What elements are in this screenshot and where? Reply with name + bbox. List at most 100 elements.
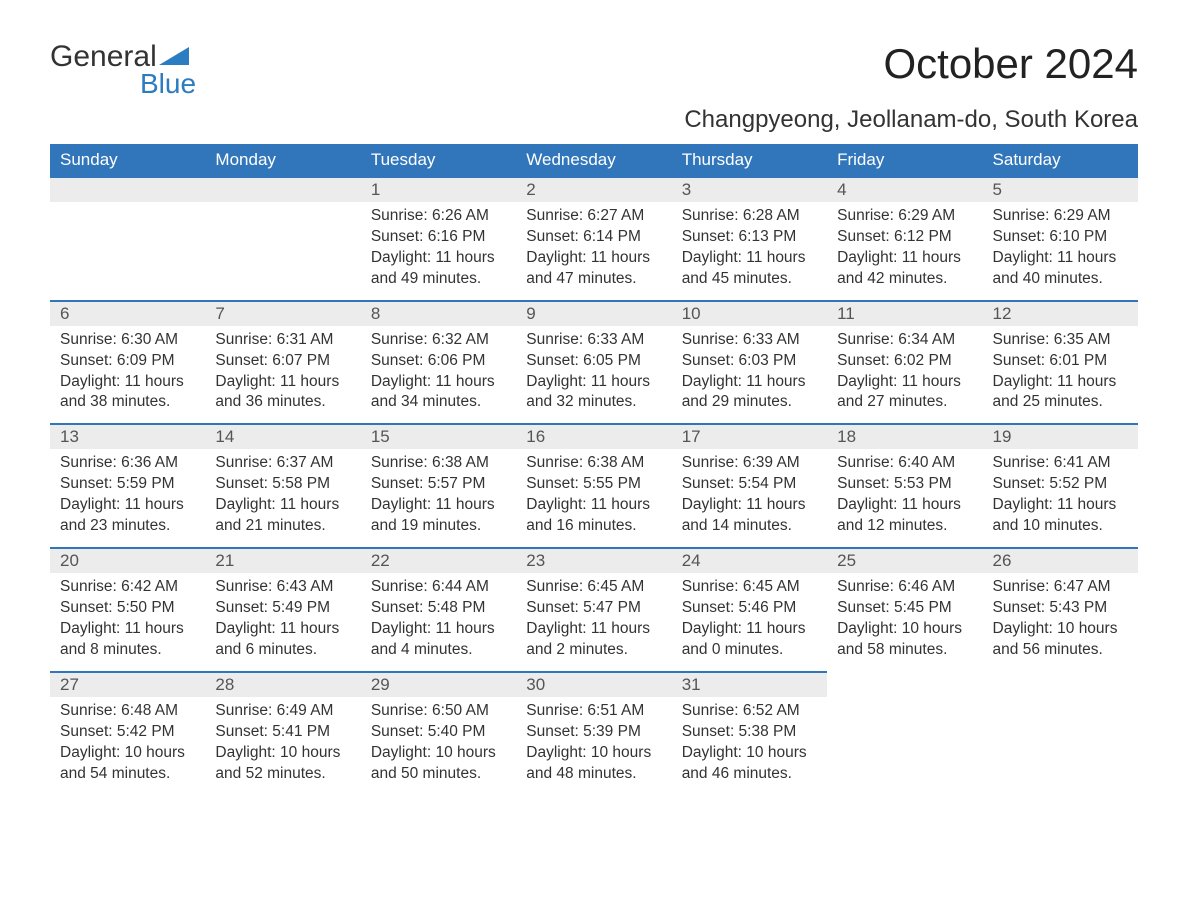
calendar-cell: 2Sunrise: 6:27 AMSunset: 6:14 PMDaylight… — [516, 176, 671, 300]
day-number: 1 — [361, 176, 516, 202]
day-number: 6 — [50, 300, 205, 326]
daylight-line: Daylight: 11 hours and 36 minutes. — [215, 372, 350, 414]
calendar-cell — [983, 671, 1138, 795]
sunset-line: Sunset: 5:55 PM — [526, 474, 661, 495]
daylight-line: Daylight: 11 hours and 32 minutes. — [526, 372, 661, 414]
day-number: 30 — [516, 671, 671, 697]
day-details: Sunrise: 6:39 AMSunset: 5:54 PMDaylight:… — [672, 449, 827, 547]
calendar-row: 20Sunrise: 6:42 AMSunset: 5:50 PMDayligh… — [50, 547, 1138, 671]
calendar-cell: 26Sunrise: 6:47 AMSunset: 5:43 PMDayligh… — [983, 547, 1138, 671]
sunrise-line: Sunrise: 6:37 AM — [215, 453, 350, 474]
daylight-line: Daylight: 10 hours and 58 minutes. — [837, 619, 972, 661]
day-details: Sunrise: 6:47 AMSunset: 5:43 PMDaylight:… — [983, 573, 1138, 671]
sunrise-line: Sunrise: 6:41 AM — [993, 453, 1128, 474]
calendar-cell: 24Sunrise: 6:45 AMSunset: 5:46 PMDayligh… — [672, 547, 827, 671]
calendar-cell: 23Sunrise: 6:45 AMSunset: 5:47 PMDayligh… — [516, 547, 671, 671]
daylight-line: Daylight: 11 hours and 29 minutes. — [682, 372, 817, 414]
sunset-line: Sunset: 5:39 PM — [526, 722, 661, 743]
calendar-table: SundayMondayTuesdayWednesdayThursdayFrid… — [50, 144, 1138, 794]
calendar-cell: 19Sunrise: 6:41 AMSunset: 5:52 PMDayligh… — [983, 423, 1138, 547]
day-details: Sunrise: 6:28 AMSunset: 6:13 PMDaylight:… — [672, 202, 827, 300]
day-details: Sunrise: 6:29 AMSunset: 6:10 PMDaylight:… — [983, 202, 1138, 300]
day-details: Sunrise: 6:42 AMSunset: 5:50 PMDaylight:… — [50, 573, 205, 671]
sunrise-line: Sunrise: 6:39 AM — [682, 453, 817, 474]
calendar-cell: 21Sunrise: 6:43 AMSunset: 5:49 PMDayligh… — [205, 547, 360, 671]
sunrise-line: Sunrise: 6:40 AM — [837, 453, 972, 474]
calendar-cell: 28Sunrise: 6:49 AMSunset: 5:41 PMDayligh… — [205, 671, 360, 795]
sunset-line: Sunset: 6:05 PM — [526, 351, 661, 372]
calendar-cell: 6Sunrise: 6:30 AMSunset: 6:09 PMDaylight… — [50, 300, 205, 424]
calendar-cell: 12Sunrise: 6:35 AMSunset: 6:01 PMDayligh… — [983, 300, 1138, 424]
sunset-line: Sunset: 6:10 PM — [993, 227, 1128, 248]
sunset-line: Sunset: 5:48 PM — [371, 598, 506, 619]
daylight-line: Daylight: 11 hours and 0 minutes. — [682, 619, 817, 661]
sunset-line: Sunset: 5:53 PM — [837, 474, 972, 495]
calendar-cell — [205, 176, 360, 300]
calendar-body: 1Sunrise: 6:26 AMSunset: 6:16 PMDaylight… — [50, 176, 1138, 794]
location-text: Changpyeong, Jeollanam-do, South Korea — [684, 106, 1138, 134]
day-details: Sunrise: 6:48 AMSunset: 5:42 PMDaylight:… — [50, 697, 205, 795]
daylight-line: Daylight: 11 hours and 4 minutes. — [371, 619, 506, 661]
sunset-line: Sunset: 6:09 PM — [60, 351, 195, 372]
sunrise-line: Sunrise: 6:47 AM — [993, 577, 1128, 598]
sunrise-line: Sunrise: 6:29 AM — [993, 206, 1128, 227]
day-number: 17 — [672, 423, 827, 449]
day-details: Sunrise: 6:44 AMSunset: 5:48 PMDaylight:… — [361, 573, 516, 671]
day-details: Sunrise: 6:51 AMSunset: 5:39 PMDaylight:… — [516, 697, 671, 795]
sunset-line: Sunset: 5:49 PM — [215, 598, 350, 619]
sunset-line: Sunset: 6:13 PM — [682, 227, 817, 248]
daylight-line: Daylight: 11 hours and 23 minutes. — [60, 495, 195, 537]
daylight-line: Daylight: 11 hours and 42 minutes. — [837, 248, 972, 290]
day-details: Sunrise: 6:50 AMSunset: 5:40 PMDaylight:… — [361, 697, 516, 795]
weekday-header: Tuesday — [361, 144, 516, 176]
sunrise-line: Sunrise: 6:35 AM — [993, 330, 1128, 351]
sunset-line: Sunset: 5:38 PM — [682, 722, 817, 743]
sunrise-line: Sunrise: 6:38 AM — [371, 453, 506, 474]
day-details: Sunrise: 6:43 AMSunset: 5:49 PMDaylight:… — [205, 573, 360, 671]
sunset-line: Sunset: 6:14 PM — [526, 227, 661, 248]
day-details: Sunrise: 6:45 AMSunset: 5:47 PMDaylight:… — [516, 573, 671, 671]
daylight-line: Daylight: 11 hours and 47 minutes. — [526, 248, 661, 290]
day-number: 26 — [983, 547, 1138, 573]
sunset-line: Sunset: 6:06 PM — [371, 351, 506, 372]
daylight-line: Daylight: 10 hours and 46 minutes. — [682, 743, 817, 785]
day-details: Sunrise: 6:36 AMSunset: 5:59 PMDaylight:… — [50, 449, 205, 547]
daylight-line: Daylight: 11 hours and 14 minutes. — [682, 495, 817, 537]
page-title: October 2024 — [684, 40, 1138, 88]
day-number: 29 — [361, 671, 516, 697]
day-details: Sunrise: 6:35 AMSunset: 6:01 PMDaylight:… — [983, 326, 1138, 424]
daylight-line: Daylight: 11 hours and 27 minutes. — [837, 372, 972, 414]
day-details: Sunrise: 6:49 AMSunset: 5:41 PMDaylight:… — [205, 697, 360, 795]
sunset-line: Sunset: 5:58 PM — [215, 474, 350, 495]
sunset-line: Sunset: 6:12 PM — [837, 227, 972, 248]
sunrise-line: Sunrise: 6:42 AM — [60, 577, 195, 598]
calendar-cell: 17Sunrise: 6:39 AMSunset: 5:54 PMDayligh… — [672, 423, 827, 547]
sunrise-line: Sunrise: 6:43 AM — [215, 577, 350, 598]
weekday-header: Friday — [827, 144, 982, 176]
day-number: 5 — [983, 176, 1138, 202]
calendar-cell — [50, 176, 205, 300]
daylight-line: Daylight: 11 hours and 34 minutes. — [371, 372, 506, 414]
day-number: 3 — [672, 176, 827, 202]
sunset-line: Sunset: 6:01 PM — [993, 351, 1128, 372]
daylight-line: Daylight: 11 hours and 10 minutes. — [993, 495, 1128, 537]
day-number: 7 — [205, 300, 360, 326]
daylight-line: Daylight: 11 hours and 19 minutes. — [371, 495, 506, 537]
sunset-line: Sunset: 5:46 PM — [682, 598, 817, 619]
sunrise-line: Sunrise: 6:51 AM — [526, 701, 661, 722]
sunrise-line: Sunrise: 6:45 AM — [526, 577, 661, 598]
flag-icon — [159, 47, 189, 67]
daylight-line: Daylight: 11 hours and 21 minutes. — [215, 495, 350, 537]
calendar-cell: 14Sunrise: 6:37 AMSunset: 5:58 PMDayligh… — [205, 423, 360, 547]
sunset-line: Sunset: 5:54 PM — [682, 474, 817, 495]
daylight-line: Daylight: 11 hours and 8 minutes. — [60, 619, 195, 661]
sunset-line: Sunset: 5:45 PM — [837, 598, 972, 619]
sunset-line: Sunset: 6:03 PM — [682, 351, 817, 372]
day-details: Sunrise: 6:33 AMSunset: 6:03 PMDaylight:… — [672, 326, 827, 424]
calendar-cell: 27Sunrise: 6:48 AMSunset: 5:42 PMDayligh… — [50, 671, 205, 795]
day-number: 4 — [827, 176, 982, 202]
brand-logo: General Blue — [50, 40, 196, 100]
brand-line2: Blue — [140, 68, 196, 100]
daylight-line: Daylight: 11 hours and 45 minutes. — [682, 248, 817, 290]
sunrise-line: Sunrise: 6:28 AM — [682, 206, 817, 227]
